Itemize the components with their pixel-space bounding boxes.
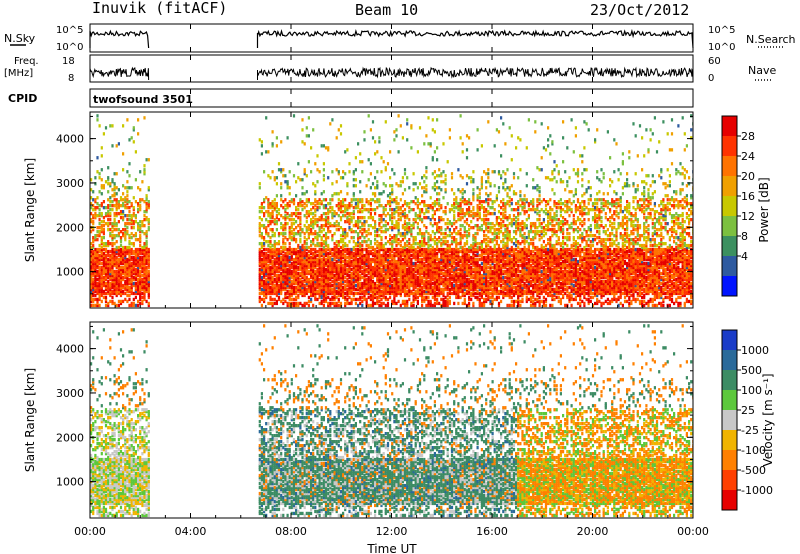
colorbar-tick-label: 12: [741, 210, 755, 223]
colorbar-swatch: [722, 216, 737, 237]
nsky-label: N.Sky: [4, 32, 36, 45]
colorbar-tick-label: -25: [741, 424, 759, 437]
colorbar-tick-label: 16: [741, 190, 755, 203]
velocity-ylabel: Slant Range [km]: [23, 368, 37, 472]
nsearch-label: N.Search: [746, 33, 796, 46]
nsearch-tick-top: 10^5: [708, 25, 735, 36]
nsky-tick-bottom: 10^0: [56, 42, 83, 53]
beam-title: Beam 10: [355, 1, 418, 19]
x-tick-label: 00:00: [74, 525, 106, 538]
cpid-value: twofsound 3501: [93, 93, 193, 106]
y-tick-label: 4000: [56, 343, 84, 356]
colorbar-swatch: [722, 390, 737, 411]
colorbar-tick-label: 28: [741, 130, 755, 143]
colorbar-swatch: [722, 410, 737, 431]
colorbar-swatch: [722, 330, 737, 351]
colorbar-swatch: [722, 176, 737, 197]
date-title: 23/Oct/2012: [590, 1, 689, 19]
velocity-colorbar: 1000 500 100 25 -25 -100 -500 -1000: [721, 329, 773, 511]
colorbar-tick-label: 25: [741, 404, 755, 417]
y-tick-label: 3000: [56, 387, 84, 400]
y-tick-label: 4000: [56, 133, 84, 146]
colorbar-swatch: [722, 430, 737, 451]
power-panel: 1000 2000 3000 4000 Slant Range [km]: [23, 111, 694, 309]
nsky-tick-top: 10^5: [56, 25, 83, 36]
colorbar-swatch: [722, 470, 737, 491]
freq-unit: [MHz]: [4, 68, 33, 79]
colorbar-tick-label: 100: [741, 384, 762, 397]
colorbar-swatch: [722, 236, 737, 257]
x-tick-label: 04:00: [175, 525, 207, 538]
freq-panel: Freq. [MHz] 18 8 60 0 Nave: [4, 54, 776, 84]
colorbar-tick-label: 20: [741, 170, 755, 183]
nsky-panel: N.Sky 10^5 10^0 10^5 10^0 N.Search: [4, 23, 796, 53]
colorbar-tick-label: -500: [741, 464, 766, 477]
freq-tick-bottom: 8: [68, 73, 74, 84]
y-tick-label: 1000: [56, 476, 84, 489]
colorbar-tick-label: 1000: [741, 344, 769, 357]
velocity-yaxis: 1000 2000 3000 4000: [56, 325, 693, 505]
colorbar-swatch: [722, 196, 737, 217]
nsky-trace: [89, 28, 694, 49]
x-tick-label: 08:00: [275, 525, 307, 538]
y-tick-label: 3000: [56, 177, 84, 190]
cpid-label: CPID: [8, 92, 37, 105]
power-yaxis: 1000 2000 3000 4000: [56, 115, 693, 295]
y-tick-label: 2000: [56, 431, 84, 444]
velocity-panel: 1000 2000 3000 4000 Slant Range [km]: [23, 321, 694, 519]
colorbar-swatch: [722, 490, 737, 511]
colorbar-tick-label: 24: [741, 150, 755, 163]
velocity-colorbar-title: Velocity [m s⁻¹]: [761, 373, 775, 466]
freq-tick-top: 18: [62, 56, 75, 67]
colorbar-swatch: [722, 350, 737, 371]
colorbar-tick-label: 8: [741, 230, 748, 243]
colorbar-swatch: [722, 276, 737, 297]
power-colorbar-title: Power [dB]: [757, 177, 771, 242]
velocity-heatmap: [90, 324, 693, 518]
colorbar-tick-label: 500: [741, 364, 762, 377]
x-tick-label: 00:00: [677, 525, 709, 538]
freq-label: Freq.: [14, 56, 39, 67]
y-tick-label: 1000: [56, 266, 84, 279]
power-heatmap: [90, 114, 693, 308]
colorbar-swatch: [722, 116, 737, 137]
colorbar-swatch: [722, 450, 737, 471]
colorbar-tick-label: -100: [741, 444, 766, 457]
freq-trace: [89, 66, 694, 81]
nave-label: Nave: [748, 64, 776, 77]
x-tick-label: 20:00: [577, 525, 609, 538]
colorbar-swatch: [722, 156, 737, 177]
x-tick-label: 16:00: [476, 525, 508, 538]
time-axis: 00:00 04:00 08:00 12:00 16:00 20:00 00:00: [74, 24, 709, 538]
radar-title: Inuvik (fitACF): [92, 0, 227, 17]
nsearch-tick-bottom: 10^0: [708, 42, 735, 53]
x-tick-label: 12:00: [376, 525, 408, 538]
nave-tick-top: 60: [708, 56, 721, 67]
colorbar-tick-label: -1000: [741, 484, 773, 497]
power-ylabel: Slant Range [km]: [23, 158, 37, 262]
power-colorbar: 28 24 20 16 12 8 4: [721, 115, 755, 297]
colorbar-swatch: [722, 370, 737, 391]
nave-tick-bottom: 0: [708, 73, 714, 84]
colorbar-swatch: [722, 256, 737, 277]
colorbar-tick-label: 4: [741, 250, 748, 263]
colorbar-swatch: [722, 136, 737, 157]
xlabel: Time UT: [366, 542, 417, 554]
y-tick-label: 2000: [56, 221, 84, 234]
